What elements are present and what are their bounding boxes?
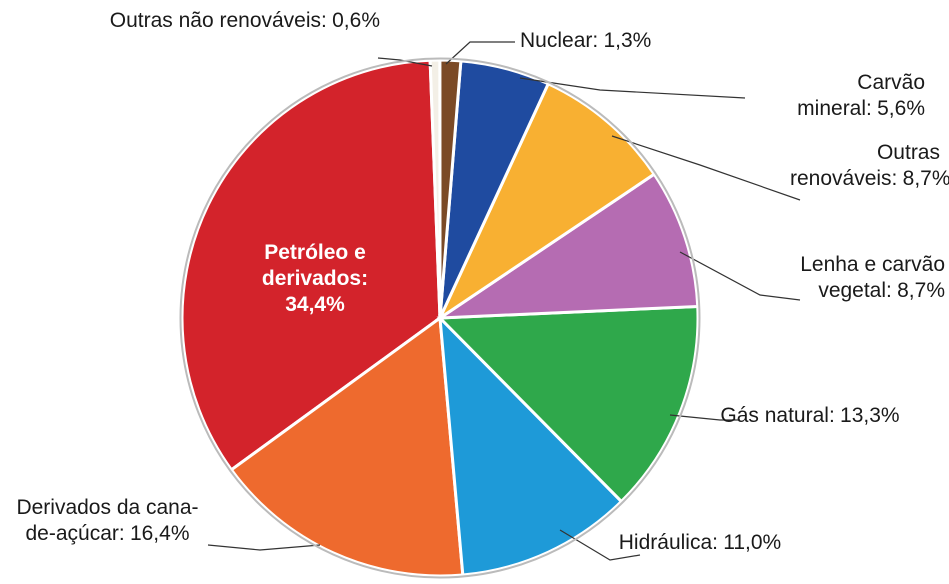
value-label: 5,6% bbox=[877, 97, 925, 120]
value-label: 1,3% bbox=[603, 29, 651, 52]
slice-label: Nuclear:1,3% bbox=[520, 28, 720, 54]
slice-label: Outras não renováveis:0,6% bbox=[80, 8, 380, 34]
slice-label: Outras renováveis:8,7% bbox=[790, 140, 940, 192]
category-label: Hidráulica: bbox=[619, 531, 718, 554]
slice-label: Gás natural: 13,3% bbox=[720, 403, 900, 429]
chart: Outras não renováveis:0,6% Nuclear:1,3% Ca… bbox=[0, 0, 949, 584]
slice-label: Petróleo e derivados:34,4% bbox=[230, 240, 400, 318]
value-label: 11,0% bbox=[723, 531, 781, 554]
category-label: Nuclear: bbox=[520, 29, 598, 52]
slice-label: Hidráulica:11,0% bbox=[610, 530, 790, 556]
value-label: 13,3% bbox=[840, 404, 900, 427]
category-label: Outras não renováveis: bbox=[110, 9, 327, 32]
leader-line bbox=[208, 545, 320, 550]
category-label: Gás natural: bbox=[720, 404, 834, 427]
value-label: 0,6% bbox=[332, 9, 380, 32]
value-label: 16,4% bbox=[130, 522, 190, 545]
value-label: 8,7% bbox=[897, 279, 945, 302]
value-label: 34,4% bbox=[230, 292, 400, 318]
slice-label: Lenha e carvão vegetal:8,7% bbox=[800, 252, 945, 304]
category-label: Petróleo e derivados: bbox=[262, 241, 368, 290]
slice-label: Carvão mineral:5,6% bbox=[750, 70, 925, 122]
value-label: 8,7% bbox=[903, 167, 949, 190]
slice-label: Derivados da cana-de-açúcar:16,4% bbox=[5, 495, 210, 547]
